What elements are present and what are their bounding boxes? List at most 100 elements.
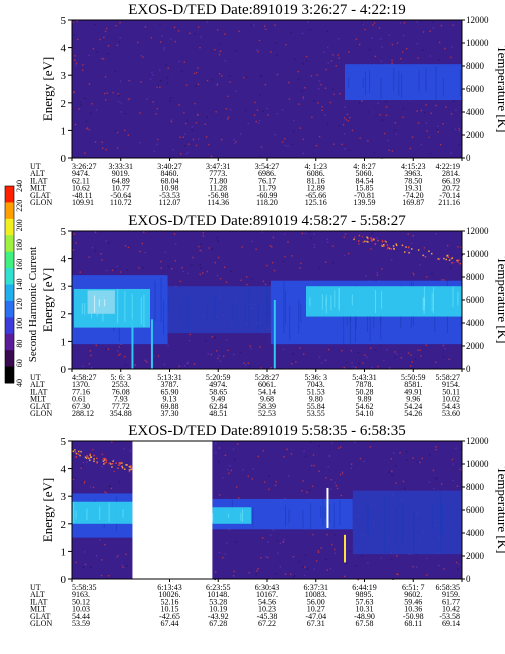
- noise-pixel: [166, 82, 169, 84]
- noise-pixel: [293, 130, 295, 133]
- noise-pixel: [174, 260, 176, 262]
- noise-pixel: [317, 102, 319, 104]
- table-cell: -74.20: [403, 191, 424, 200]
- noise-pixel: [315, 145, 318, 147]
- temp-dot: [103, 459, 106, 461]
- noise-pixel: [251, 478, 253, 480]
- temp-dot: [408, 246, 410, 248]
- noise-pixel: [234, 458, 236, 461]
- noise-pixel: [108, 485, 110, 487]
- noise-pixel: [290, 31, 292, 34]
- table-cell: 9154.: [442, 380, 460, 389]
- noise-pixel: [224, 454, 227, 456]
- noise-pixel: [435, 361, 437, 363]
- table-row-label: GLON: [30, 198, 52, 207]
- table-cell: 7773.: [209, 169, 227, 178]
- noise-pixel: [284, 255, 286, 258]
- noise-pixel: [340, 494, 343, 497]
- noise-pixel: [222, 556, 224, 559]
- noise-pixel: [229, 81, 231, 83]
- noise-pixel: [343, 133, 346, 135]
- noise-pixel: [423, 247, 426, 249]
- table-cell: 7.93: [114, 395, 128, 404]
- noise-pixel: [195, 85, 197, 87]
- noise-pixel: [394, 129, 396, 131]
- noise-pixel: [124, 245, 127, 247]
- noise-pixel: [80, 104, 82, 106]
- noise-pixel: [302, 63, 304, 65]
- noise-pixel: [373, 152, 375, 154]
- table-cell: 77.72: [112, 402, 130, 411]
- table-cell: 0.61: [72, 395, 86, 404]
- noise-pixel: [75, 64, 77, 66]
- noise-pixel: [200, 250, 203, 252]
- noise-pixel: [99, 539, 101, 541]
- noise-pixel: [99, 38, 101, 41]
- noise-pixel: [370, 248, 372, 250]
- noise-pixel: [347, 120, 350, 122]
- noise-pixel: [391, 259, 393, 261]
- noise-pixel: [191, 264, 193, 266]
- noise-pixel: [105, 348, 107, 350]
- noise-pixel: [299, 267, 301, 269]
- noise-pixel: [188, 339, 191, 342]
- noise-pixel: [299, 127, 302, 129]
- y-tick-label: 5: [61, 436, 67, 448]
- noise-pixel: [331, 543, 333, 546]
- noise-pixel: [448, 358, 450, 361]
- noise-pixel: [300, 262, 302, 265]
- noise-pixel: [313, 243, 316, 246]
- noise-pixel: [170, 38, 172, 40]
- noise-pixel: [257, 455, 259, 458]
- table-cell: 8460.: [161, 169, 179, 178]
- colorbar-tick: 40: [15, 379, 24, 387]
- noise-pixel: [364, 28, 366, 31]
- temp-dot: [88, 457, 90, 460]
- temp-dot: [90, 456, 93, 458]
- noise-pixel: [255, 120, 257, 123]
- noise-pixel: [119, 80, 122, 82]
- noise-pixel: [351, 362, 353, 364]
- noise-pixel: [211, 78, 214, 80]
- noise-pixel: [118, 481, 121, 483]
- noise-pixel: [193, 363, 196, 365]
- noise-pixel: [313, 246, 316, 248]
- noise-pixel: [257, 568, 259, 570]
- temp-dot: [80, 450, 82, 453]
- noise-pixel: [275, 573, 278, 575]
- y2-tick-label: 6000: [466, 84, 485, 94]
- noise-pixel: [134, 364, 136, 366]
- noise-pixel: [72, 478, 75, 481]
- y-tick-label: 1: [61, 546, 67, 558]
- colorbar-segment: [5, 284, 14, 302]
- noise-pixel: [242, 469, 244, 471]
- noise-pixel: [233, 575, 235, 577]
- noise-pixel: [358, 102, 361, 104]
- noise-pixel: [215, 571, 217, 573]
- noise-pixel: [302, 566, 304, 568]
- noise-pixel: [103, 36, 105, 39]
- noise-pixel: [371, 37, 373, 39]
- temp-dot: [121, 465, 123, 468]
- band-striations: [73, 502, 124, 523]
- noise-pixel: [107, 53, 110, 55]
- noise-pixel: [435, 449, 437, 451]
- noise-pixel: [455, 109, 457, 111]
- noise-pixel: [338, 38, 340, 40]
- table-cell: 64.89: [112, 176, 130, 185]
- noise-pixel: [411, 242, 413, 244]
- table-cell: 15.85: [356, 184, 374, 193]
- noise-pixel: [219, 50, 222, 53]
- noise-pixel: [170, 121, 173, 123]
- temp-dot: [108, 462, 111, 465]
- noise-pixel: [287, 241, 289, 243]
- noise-pixel: [417, 57, 419, 59]
- noise-pixel: [355, 38, 358, 41]
- noise-pixel: [380, 345, 382, 347]
- noise-pixel: [416, 461, 419, 463]
- noise-pixel: [432, 27, 434, 29]
- noise-pixel: [115, 556, 118, 558]
- temp-dot: [103, 463, 105, 465]
- noise-pixel: [368, 48, 371, 51]
- noise-pixel: [88, 129, 90, 131]
